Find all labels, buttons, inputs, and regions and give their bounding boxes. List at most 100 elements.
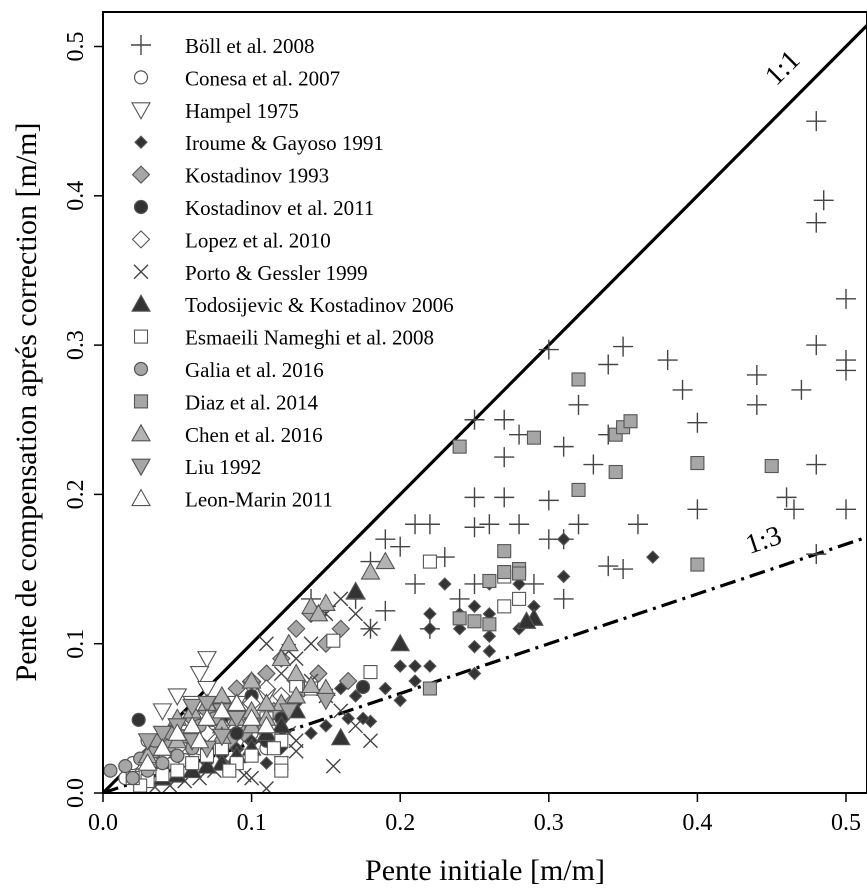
data-point	[137, 733, 158, 751]
data-point	[258, 636, 274, 652]
data-point	[467, 639, 482, 654]
data-point	[836, 288, 856, 309]
data-point	[813, 190, 834, 211]
data-point	[571, 482, 586, 497]
data-point	[375, 529, 396, 550]
data-point	[355, 679, 371, 695]
data-point	[526, 430, 541, 445]
legend-marker	[131, 102, 151, 120]
data-point	[464, 409, 485, 430]
legend-label: Lopez et al. 2010	[185, 228, 331, 252]
data-marks	[103, 111, 856, 793]
data-point	[152, 725, 173, 744]
data-point	[271, 715, 292, 734]
data-point	[103, 763, 118, 778]
data-point	[452, 611, 467, 626]
data-point	[556, 569, 571, 584]
data-point	[256, 693, 277, 711]
legend-marker	[133, 329, 149, 344]
data-point	[836, 499, 856, 520]
y-axis: 0.0 0.1 0.2 0.3 0.4 0.5	[63, 32, 103, 808]
data-point	[241, 708, 262, 726]
reference-line-labels: 1:1 1:3	[742, 45, 807, 561]
data-point	[286, 619, 306, 639]
x-tick-label: 0.3	[534, 810, 564, 836]
legend-label: Porto & Gessler 1999	[185, 261, 368, 285]
data-point	[197, 695, 217, 714]
data-point	[266, 741, 281, 756]
data-point	[348, 606, 364, 622]
data-point	[303, 636, 319, 652]
data-point	[189, 666, 210, 684]
data-point	[167, 688, 188, 707]
legend-marker	[134, 135, 148, 149]
legend-marker	[133, 199, 149, 215]
legend-label: Liu 1992	[185, 455, 261, 479]
data-point	[197, 756, 217, 774]
legend-label: Esmaeili Nameghi et al. 2008	[185, 326, 434, 350]
data-point	[422, 681, 437, 696]
data-point	[304, 726, 318, 741]
data-point	[482, 629, 497, 644]
data-point	[226, 710, 247, 729]
legend-label: Galia et al. 2016	[185, 358, 324, 382]
data-point	[197, 680, 217, 699]
data-point	[286, 663, 307, 682]
legend-marker	[133, 361, 149, 377]
legend-marker	[131, 35, 151, 55]
reference-line-label: 1:1	[759, 45, 806, 92]
data-point	[583, 454, 604, 475]
data-point	[538, 339, 559, 360]
data-point	[494, 487, 515, 508]
x-tick-label: 0.4	[682, 810, 712, 836]
data-point	[836, 360, 856, 381]
legend-label: Leon-Marin 2011	[185, 488, 333, 512]
data-point	[185, 756, 200, 771]
data-point	[258, 781, 274, 793]
data-point	[197, 708, 217, 726]
data-point	[362, 621, 378, 637]
data-point	[360, 561, 381, 580]
data-point	[338, 671, 358, 691]
legend-label: Kostadinov 1993	[185, 164, 329, 188]
data-point	[408, 659, 422, 673]
data-point	[211, 685, 232, 704]
data-point	[286, 685, 307, 704]
data-point	[467, 666, 482, 681]
data-point	[690, 455, 705, 471]
data-point	[182, 698, 203, 717]
data-point	[152, 703, 173, 722]
data-point	[408, 674, 422, 688]
data-point	[170, 748, 185, 763]
data-point	[494, 447, 515, 468]
legend-marker	[133, 264, 149, 280]
legend-label: Kostadinov et al. 2011	[185, 196, 374, 220]
reference-line-1	[103, 23, 867, 793]
data-point	[211, 700, 232, 719]
data-point	[167, 723, 188, 741]
data-point	[553, 436, 574, 457]
legend-marker	[131, 458, 151, 477]
data-point	[423, 607, 437, 621]
reference-line-2	[103, 535, 867, 793]
data-point	[390, 536, 411, 557]
data-point	[516, 611, 537, 629]
data-point	[182, 715, 203, 734]
data-point	[646, 550, 660, 564]
data-point	[568, 514, 589, 535]
legend-marker	[133, 70, 149, 85]
data-point	[746, 394, 767, 415]
data-point	[467, 614, 482, 629]
data-point	[512, 591, 527, 606]
data-point	[170, 763, 185, 778]
data-point	[482, 573, 497, 589]
data-point	[301, 675, 321, 694]
data-point	[623, 414, 638, 429]
legend-label: Chen et al. 2016	[185, 423, 323, 447]
legend-marker	[131, 230, 151, 249]
data-point	[393, 659, 407, 673]
legend-label: Diaz et al. 2014	[185, 390, 318, 414]
data-point	[746, 364, 767, 385]
data-point	[315, 593, 336, 611]
data-point	[197, 651, 217, 669]
